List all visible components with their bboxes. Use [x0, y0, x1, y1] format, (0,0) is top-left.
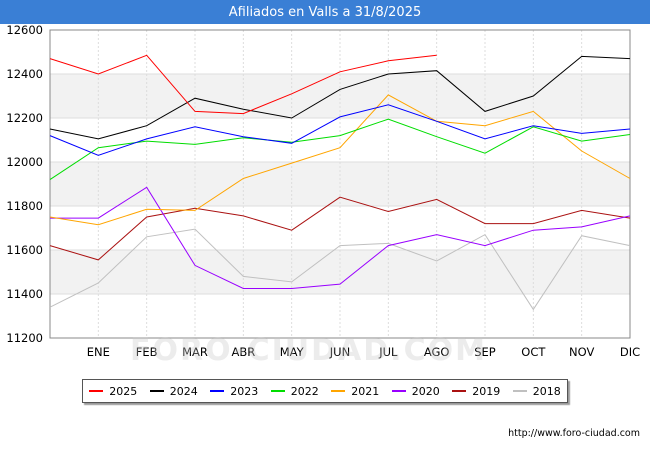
legend-swatch — [391, 390, 406, 392]
x-tick-label: JUL — [378, 345, 398, 359]
series-line-2018 — [49, 228, 631, 311]
series-line-2021 — [49, 94, 631, 226]
legend-item-2018: 2018 — [512, 384, 561, 398]
series-line-2023 — [49, 104, 631, 156]
x-tick-label: MAR — [182, 345, 208, 359]
legend-swatch — [512, 390, 527, 392]
legend-label: 2024 — [169, 384, 198, 398]
x-tick-label: FEB — [136, 345, 158, 359]
series-line-2025 — [49, 54, 437, 115]
x-tick-label: ENE — [87, 345, 110, 359]
x-tick-label: AGO — [424, 345, 450, 359]
x-tick-label: JUN — [329, 345, 350, 359]
legend-label: 2018 — [532, 384, 561, 398]
watermark: FORO-CIUDAD.COM — [130, 333, 487, 368]
legend-item-2025: 2025 — [89, 385, 137, 398]
y-tick-label: 12200 — [6, 111, 43, 125]
y-tick-label: 12600 — [6, 23, 43, 37]
legend-label: 2022 — [290, 384, 319, 398]
legend-item-2024: 2024 — [149, 384, 198, 398]
legend-swatch — [149, 390, 164, 392]
legend-item-2020: 2020 — [391, 384, 440, 398]
series-line-2022 — [49, 118, 631, 181]
legend-label: 2019 — [472, 384, 501, 398]
legend-label: 2021 — [351, 384, 380, 398]
y-tick-label: 11800 — [6, 199, 43, 213]
chart-legend: 2025 2024 2023 2022 2021 2020 2019 2018 — [82, 379, 568, 403]
x-tick-label: MAY — [280, 345, 305, 359]
x-tick-label: DIC — [620, 345, 640, 359]
x-tick-label: NOV — [569, 345, 594, 359]
plot-border — [49, 29, 631, 339]
footer-url: http://www.foro-ciudad.com — [508, 428, 640, 439]
chart-title-bar: Afiliados en Valls a 31/8/2025 — [0, 0, 650, 24]
y-tick-label: 11600 — [6, 243, 43, 257]
legend-label: 2020 — [411, 384, 440, 398]
chart-title: Afiliados en Valls a 31/8/2025 — [228, 4, 422, 20]
legend-swatch — [210, 390, 225, 392]
series-line-2024 — [49, 55, 631, 140]
legend-item-2019: 2019 — [452, 385, 500, 398]
y-tick-label: 11200 — [6, 331, 43, 345]
y-tick-label: 12000 — [6, 155, 43, 169]
series-line-2019 — [49, 196, 631, 261]
legend-swatch — [270, 390, 285, 392]
x-tick-label: ABR — [231, 345, 255, 359]
legend-swatch — [331, 390, 346, 392]
legend-item-2021: 2021 — [331, 385, 379, 398]
x-tick-label: OCT — [521, 345, 546, 359]
legend-label: 2023 — [230, 384, 259, 398]
y-tick-label: 12400 — [6, 67, 43, 81]
series-line-2020 — [50, 186, 631, 289]
x-tick-label: SEP — [474, 345, 496, 359]
legend-label: 2025 — [109, 384, 138, 398]
legend-item-2022: 2022 — [270, 384, 319, 398]
legend-item-2023: 2023 — [210, 385, 258, 398]
y-tick-label: 11400 — [6, 287, 43, 301]
legend-swatch — [89, 390, 104, 392]
legend-swatch — [452, 390, 467, 392]
